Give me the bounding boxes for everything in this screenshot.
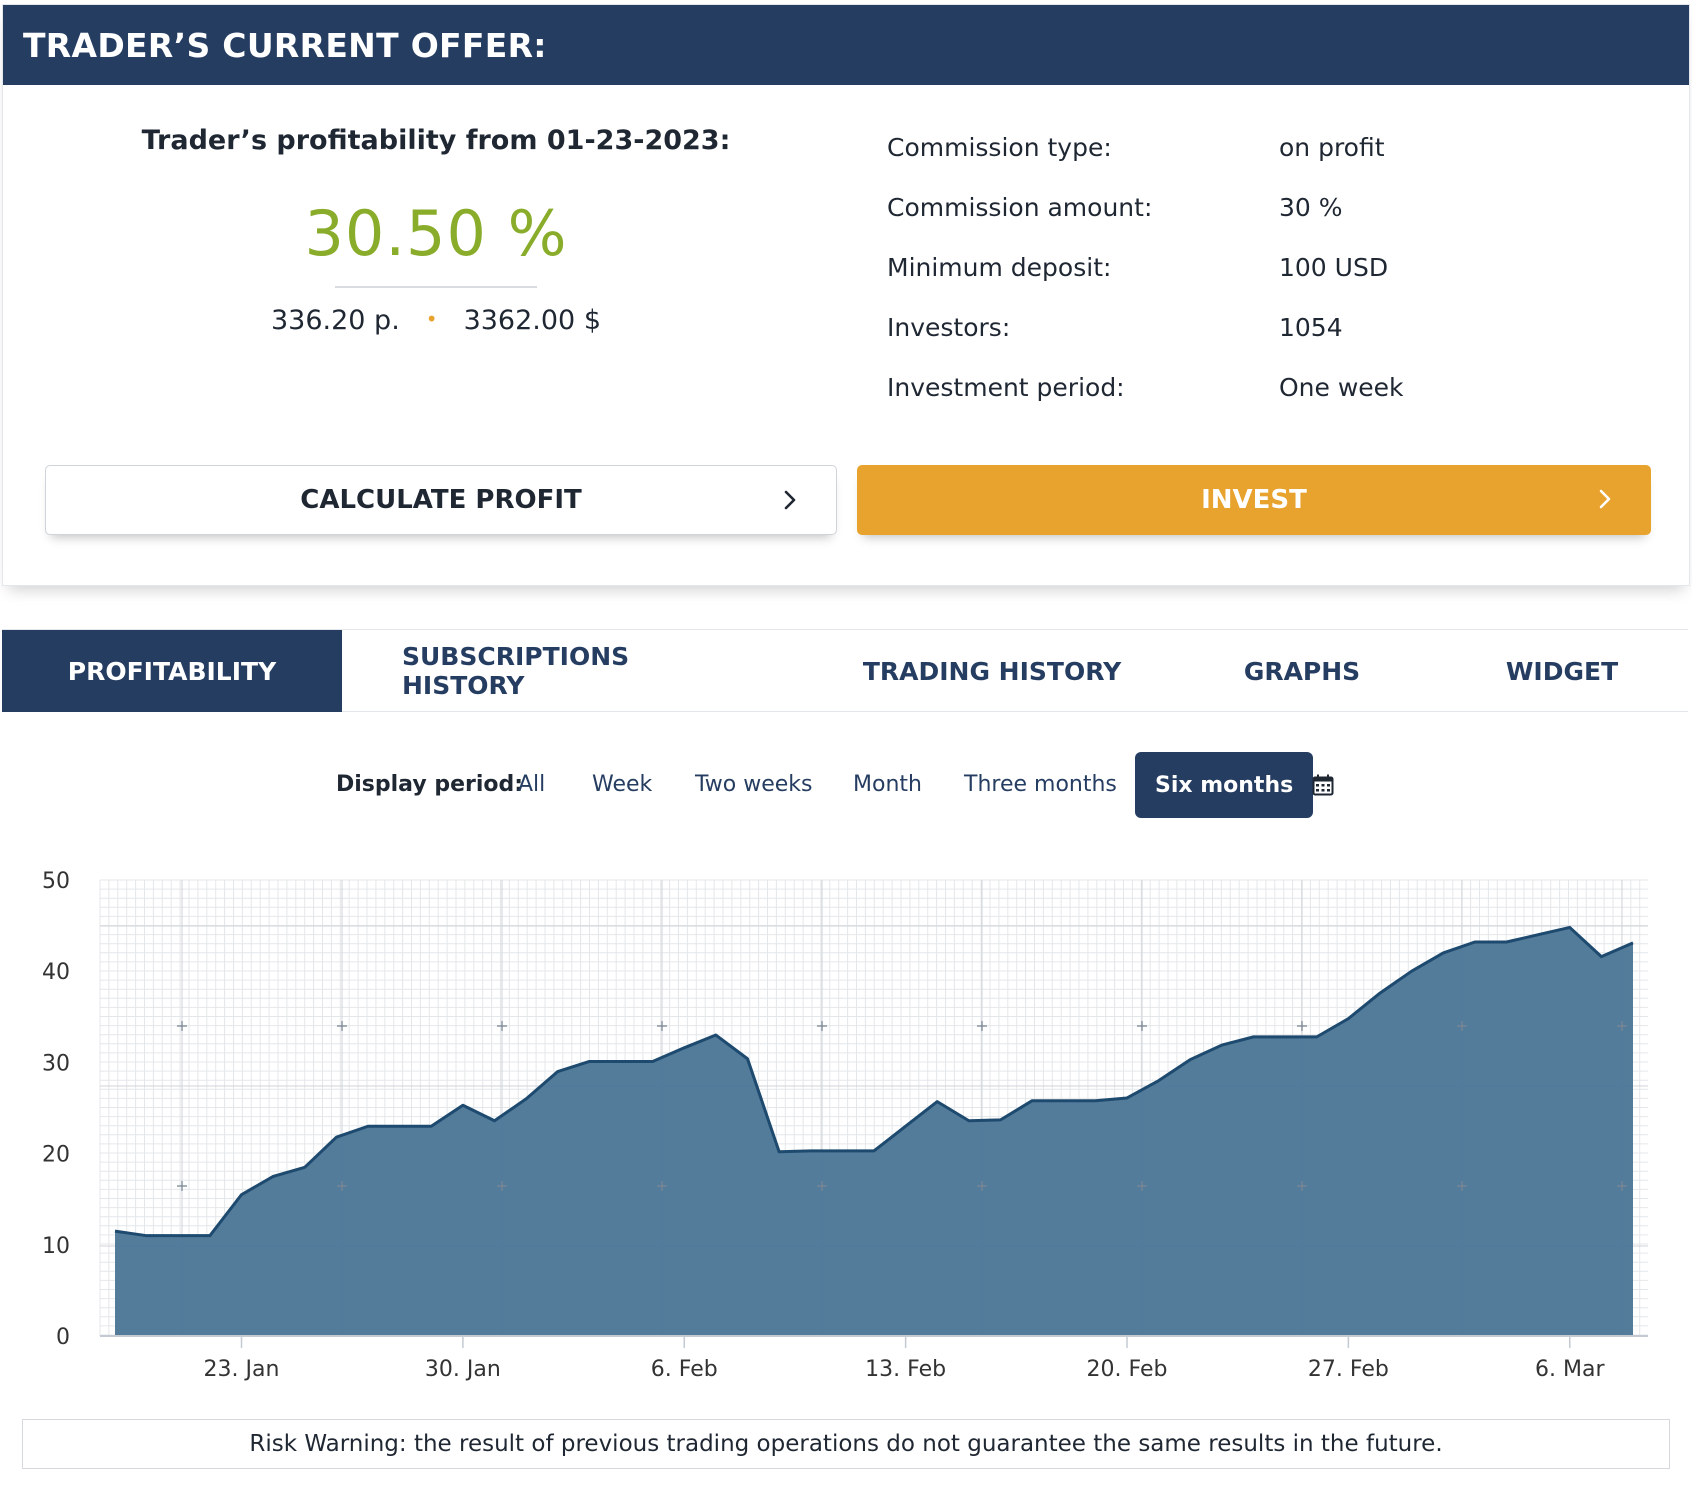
profit-points: 336.20 p.	[271, 305, 400, 336]
tab-profitability[interactable]: PROFITABILITY	[2, 630, 342, 712]
chevron-right-icon	[1599, 489, 1611, 509]
info-label: Investors:	[887, 313, 1011, 342]
x-tick-label: 23. Jan	[204, 1357, 280, 1382]
profit-amount: 3362.00 $	[463, 305, 601, 336]
info-value: on profit	[1279, 133, 1385, 162]
calculate-profit-button[interactable]: CALCULATE PROFIT	[45, 465, 837, 535]
offer-card: TRADER’S CURRENT OFFER: Trader’s profita…	[2, 4, 1690, 586]
x-tick-label: 6. Mar	[1535, 1357, 1605, 1382]
y-tick-label: 50	[42, 869, 70, 894]
separator-dot: •	[425, 307, 438, 331]
info-label: Minimum deposit:	[887, 253, 1112, 282]
period-month[interactable]: Month	[853, 772, 922, 797]
info-value: 30 %	[1279, 193, 1343, 222]
risk-warning-text: Risk Warning: the result of previous tra…	[249, 1431, 1443, 1457]
x-tick-label: 6. Feb	[651, 1357, 718, 1382]
period-six-months[interactable]: Six months	[1135, 752, 1314, 818]
y-tick-label: 30	[42, 1051, 70, 1076]
y-tick-label: 20	[42, 1143, 70, 1168]
offer-header: TRADER’S CURRENT OFFER:	[3, 5, 1689, 85]
tab-graphs[interactable]: GRAPHS	[1243, 656, 1361, 686]
info-label: Commission amount:	[887, 193, 1153, 222]
period-three-months[interactable]: Three months	[964, 772, 1117, 797]
period-two-weeks[interactable]: Two weeks	[695, 772, 813, 797]
profitability-chart: 0 10 20 30 40 50 23. Jan 30. Jan 6. Feb 13. Feb 20…	[42, 869, 1648, 1382]
info-label: Investment period:	[887, 373, 1125, 402]
info-value: 1054	[1279, 313, 1343, 342]
x-tick-label: 27. Feb	[1308, 1357, 1389, 1382]
risk-warning: Risk Warning: the result of previous tra…	[22, 1419, 1670, 1469]
x-tick-label: 20. Feb	[1087, 1357, 1168, 1382]
y-tick-label: 40	[42, 960, 70, 985]
y-tick-label: 10	[42, 1234, 70, 1259]
chevron-right-icon	[784, 490, 796, 510]
tab-trading-history[interactable]: TRADING HISTORY	[862, 656, 1122, 686]
info-label: Commission type:	[887, 133, 1112, 162]
info-value: One week	[1279, 373, 1404, 402]
tab-widget[interactable]: WIDGET	[1505, 656, 1619, 686]
invest-button[interactable]: INVEST	[857, 465, 1651, 535]
calculate-profit-label: CALCULATE PROFIT	[300, 485, 582, 515]
x-tick-label: 13. Feb	[865, 1357, 946, 1382]
profitability-title: Trader’s profitability from 01-23-2023:	[141, 125, 731, 156]
x-tick-label: 30. Jan	[425, 1357, 501, 1382]
y-tick-label: 0	[56, 1325, 70, 1350]
display-period-label: Display period:	[336, 772, 524, 797]
series-area	[115, 927, 1633, 1336]
series-line	[114, 925, 1634, 1238]
invest-label: INVEST	[1201, 485, 1307, 515]
period-week[interactable]: Week	[592, 772, 653, 797]
tab-subscriptions-history[interactable]: SUBSCRIPTIONS HISTORY	[402, 642, 630, 700]
calendar-icon[interactable]	[1312, 774, 1334, 796]
tab-bar: PROFITABILITY SUBSCRIPTIONS HISTORY TRAD…	[2, 629, 1688, 712]
offer-title: TRADER’S CURRENT OFFER:	[23, 25, 547, 65]
display-period-bar: Display period: All Week Two weeks Month…	[0, 752, 1692, 818]
period-all[interactable]: All	[518, 772, 546, 797]
profitability-divider	[335, 286, 537, 288]
profit-summary: 336.20 p. • 3362.00 $	[3, 305, 869, 336]
info-value: 100 USD	[1279, 253, 1389, 282]
profitability-value: 30.50 %	[304, 197, 568, 270]
